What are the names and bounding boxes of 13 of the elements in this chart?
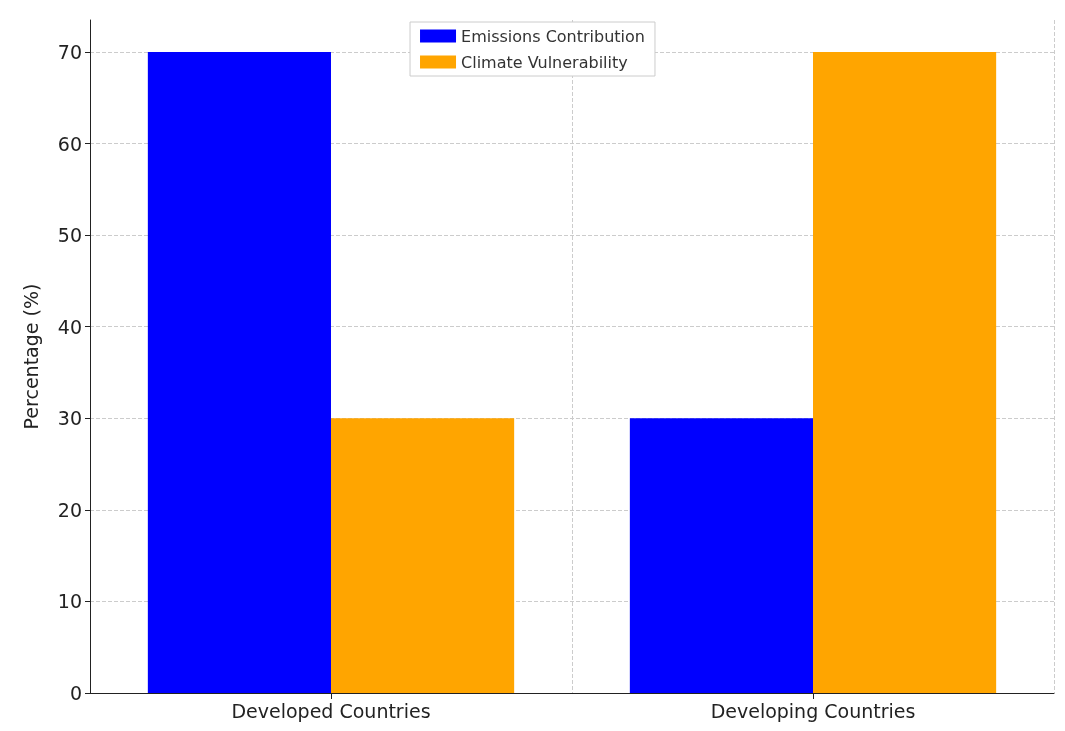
y-tick-label: 10 [57,590,82,613]
x-tick-label: Developing Countries [710,699,916,722]
y-tick-label: 30 [57,407,82,430]
y-tick-label: 0 [69,682,82,704]
y-tick-label: 60 [57,132,82,155]
y-tick-label: 20 [57,498,82,521]
y-tick-label: 50 [57,224,82,247]
y-tick-label: 70 [57,41,82,64]
x-tick-label: Developed Countries [231,699,431,722]
y-axis-title: Percentage (%) [19,283,42,430]
y-tick-label: 40 [57,315,82,338]
legend-label: Emissions Contribution [461,26,645,46]
legend-label: Climate Vulnerability [461,52,628,72]
